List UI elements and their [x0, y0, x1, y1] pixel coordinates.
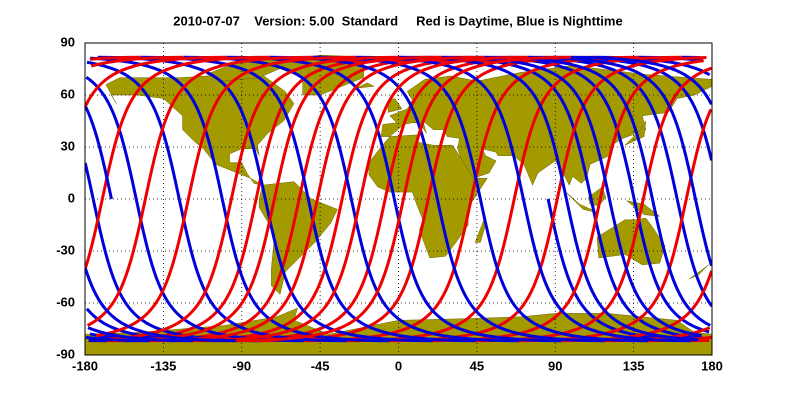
ground-track	[263, 198, 433, 343]
ground-track	[484, 55, 654, 200]
ground-track	[355, 55, 525, 200]
ground-track	[441, 55, 611, 200]
x-tick-label: 45	[470, 358, 484, 373]
ground-track	[85, 55, 270, 269]
ground-track	[527, 55, 697, 200]
y-tick-label: 30	[61, 138, 75, 153]
x-tick-label: 0	[395, 358, 402, 373]
x-tick-label: 135	[623, 358, 645, 373]
x-tick-label: -45	[311, 358, 330, 373]
ground-track	[140, 55, 310, 200]
ground-track	[87, 326, 193, 343]
x-tick-label: -90	[232, 358, 251, 373]
y-tick-label: 60	[61, 86, 75, 101]
ground-track	[131, 55, 467, 343]
x-tick-label: -180	[72, 358, 98, 373]
ground-track	[106, 55, 442, 343]
ground-track	[183, 55, 353, 200]
ground-track	[466, 55, 636, 200]
ground-track	[306, 198, 476, 343]
ground-track	[389, 55, 707, 343]
ground-track	[546, 198, 698, 343]
ground-track	[226, 55, 396, 200]
ground-track	[91, 198, 261, 343]
ground-track	[235, 55, 571, 343]
ground-track	[85, 75, 138, 200]
ground-track	[85, 106, 113, 200]
ground-track	[90, 56, 224, 200]
ground-track	[552, 55, 712, 161]
ground-track	[478, 198, 648, 343]
ground-track	[303, 55, 639, 343]
landmass	[105, 72, 295, 186]
ground-track	[88, 55, 424, 343]
ground-track	[89, 55, 141, 61]
y-tick-label: 90	[61, 34, 75, 49]
ground-track	[475, 66, 712, 343]
ground-track	[509, 55, 679, 200]
ground-track	[192, 55, 528, 343]
ground-track	[392, 198, 562, 343]
ground-track	[398, 55, 568, 200]
x-tick-label: -135	[150, 358, 176, 373]
ground-track	[85, 335, 150, 343]
ground-track	[149, 55, 485, 343]
x-tick-label: 90	[548, 358, 562, 373]
ground-track	[97, 55, 267, 200]
ground-track	[423, 55, 593, 200]
ground-track	[435, 198, 605, 343]
y-tick-label: -30	[56, 242, 75, 257]
ground-track	[95, 55, 356, 338]
tick-labels: -180 -135 -90 -45 0 45 90 135 180 -90 -60 -30 0 30 60 9…	[56, 34, 723, 373]
ground-track	[693, 198, 712, 267]
ground-track	[607, 198, 702, 338]
ground-track	[217, 55, 553, 343]
y-tick-label: -60	[56, 294, 75, 309]
landmass	[258, 181, 338, 295]
ground-track	[564, 198, 699, 342]
ground-track	[312, 55, 482, 200]
ground-track	[174, 55, 510, 343]
ground-track	[650, 198, 711, 327]
chart-title: 2010-07-07 Version: 5.00 Standard Red is…	[173, 13, 622, 28]
y-tick-label: 0	[68, 190, 75, 205]
ground-track	[346, 55, 682, 343]
ground-track	[85, 162, 95, 200]
ground-track	[269, 55, 439, 200]
ground-track	[86, 55, 313, 327]
ground-track	[570, 55, 712, 105]
landmass	[689, 264, 709, 279]
ground-tracks	[85, 55, 712, 343]
ground-track	[85, 267, 236, 343]
ground-track	[90, 55, 184, 68]
x-tick-label: 180	[701, 358, 723, 373]
ground-track	[220, 198, 390, 343]
landmass	[356, 82, 376, 89]
plot-frame	[84, 42, 713, 356]
ground-track	[177, 198, 347, 343]
ground-track	[99, 55, 399, 342]
ground-track	[134, 198, 304, 343]
y-tick-label: -90	[56, 346, 75, 361]
ground-track	[260, 55, 596, 343]
ground-track	[521, 198, 691, 343]
ground-track	[85, 55, 227, 108]
ground-track	[349, 198, 519, 343]
